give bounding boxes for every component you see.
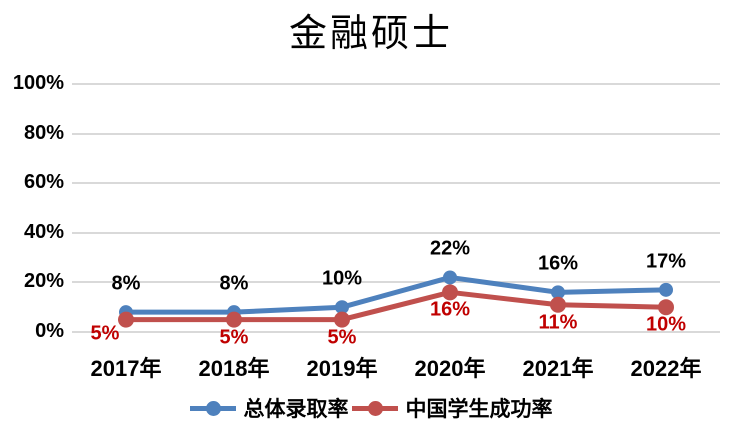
data-point-marker xyxy=(442,284,458,301)
y-tick-label: 80% xyxy=(23,121,64,144)
x-tick-label: 2022年 xyxy=(630,356,702,381)
data-label: 10% xyxy=(645,313,687,336)
data-label: 22% xyxy=(429,237,471,260)
y-tick-label: 100% xyxy=(12,72,64,95)
data-label: 11% xyxy=(538,311,578,334)
gridline xyxy=(72,331,720,333)
legend-item-chinese-student-rate: 中国学生成功率 xyxy=(351,393,553,423)
data-label: 17% xyxy=(645,250,687,273)
gridline xyxy=(72,83,720,85)
x-tick-label: 2020年 xyxy=(414,356,486,381)
data-label: 5% xyxy=(90,322,120,345)
data-label: 8% xyxy=(219,272,249,295)
data-label: 5% xyxy=(327,326,357,349)
legend-item-overall-rate: 总体录取率 xyxy=(189,393,349,423)
data-label: 5% xyxy=(219,326,249,349)
legend-dot-marker xyxy=(205,400,221,416)
data-point-marker xyxy=(658,299,674,316)
x-tick-label: 2019年 xyxy=(306,356,378,381)
data-label: 8% xyxy=(111,272,141,295)
data-point-marker xyxy=(550,296,566,313)
gridline xyxy=(72,231,720,234)
data-label: 16% xyxy=(429,298,471,321)
legend-label-overall-rate: 总体录取率 xyxy=(243,398,349,421)
x-tick-label: 2021年 xyxy=(522,356,594,381)
y-tick-label: 0% xyxy=(35,320,64,343)
y-tick-label: 40% xyxy=(23,220,64,243)
legend-dot-marker xyxy=(367,400,383,416)
data-point-marker xyxy=(118,311,134,328)
legend-line-marker-blue-icon xyxy=(189,400,236,416)
data-label: 16% xyxy=(537,252,579,275)
legend: 总体录取率 中国学生成功率 xyxy=(0,393,742,423)
x-tick-label: 2018年 xyxy=(198,356,270,381)
data-point-marker xyxy=(226,311,242,328)
data-point-marker xyxy=(334,311,350,328)
gridline xyxy=(72,132,720,135)
series-line xyxy=(123,274,669,315)
y-tick-label: 60% xyxy=(23,171,64,194)
series-line xyxy=(123,289,669,323)
data-point-marker xyxy=(335,300,349,315)
gridline xyxy=(72,182,720,185)
data-point-marker xyxy=(551,285,565,300)
y-tick-label: 20% xyxy=(23,270,64,293)
data-point-marker xyxy=(443,270,457,285)
legend-label-chinese-student-rate: 中国学生成功率 xyxy=(405,398,553,421)
gridline xyxy=(72,281,720,284)
x-tick-label: 2017年 xyxy=(90,356,162,381)
data-point-marker xyxy=(659,282,673,297)
legend-line-marker-red-icon xyxy=(351,400,398,416)
chart-title: 金融硕士 xyxy=(288,11,453,55)
data-label: 10% xyxy=(321,267,363,290)
